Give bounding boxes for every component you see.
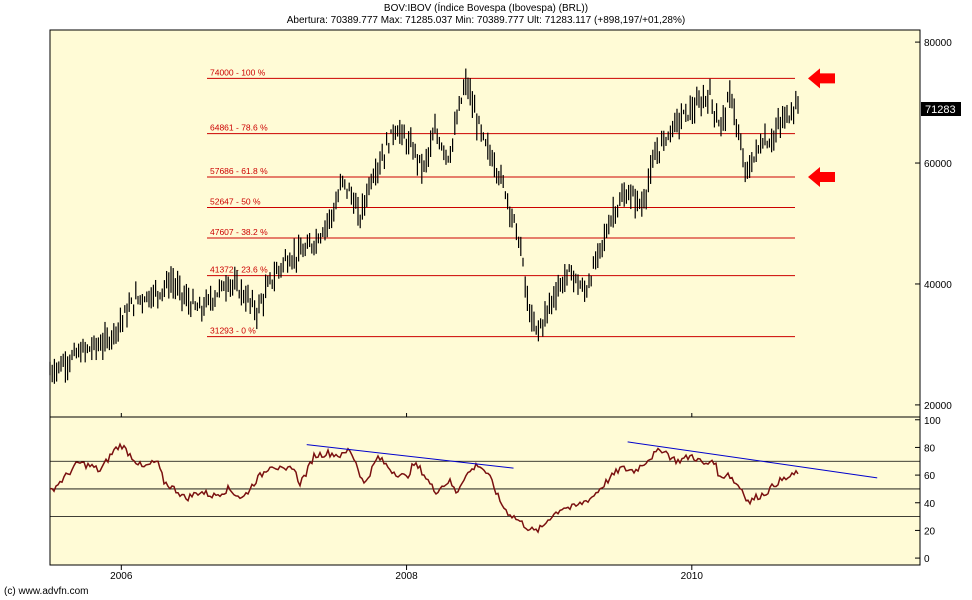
- osc-trend-line-1: [627, 441, 878, 479]
- chart-title: BOV:IBOV (Índice Bovespa (Ibovespa) (BRL…: [383, 3, 589, 14]
- fib-label-3: 52647 - 50 %: [210, 196, 261, 206]
- copyright-text: (c) www.advfn.com: [4, 586, 89, 597]
- fibonacci-levels: 74000 - 100 % 64861 - 78.6 % 57686 - 61.8 …: [207, 67, 795, 338]
- fib-label-5: 41372 - 23.6 %: [210, 265, 268, 275]
- osc-ytick-label-0: 0: [924, 554, 930, 565]
- arrows: [808, 68, 835, 188]
- oscillator-panel: [49, 416, 921, 566]
- price-ytick-label-3: 80000: [924, 38, 952, 49]
- xtick-label-1: 2008: [395, 571, 418, 582]
- osc-ytick-label-1: 20: [924, 526, 936, 537]
- osc-ytick-label-3: 60: [924, 471, 936, 482]
- price-bars: [49, 68, 799, 384]
- price-ytick-label-1: 40000: [924, 280, 952, 291]
- osc-ytick-label-2: 40: [924, 499, 936, 510]
- arrow-1: [808, 167, 835, 188]
- fib-label-6: 31293 - 0 %: [210, 326, 256, 336]
- osc-trend-line-0: [306, 444, 514, 469]
- xtick-label-0: 2006: [110, 571, 133, 582]
- price-panel: [49, 29, 921, 418]
- fib-label-4: 47607 - 38.2 %: [210, 227, 268, 237]
- price-ytick-label-0: 20000: [924, 401, 952, 412]
- fib-label-0: 74000 - 100 %: [210, 67, 266, 77]
- quote-summary: Abertura: 70389.777 Max: 71285.037 Min: …: [286, 15, 686, 26]
- arrow-0: [808, 68, 835, 89]
- osc-series-line: [49, 442, 799, 534]
- osc-ytick-label-4: 80: [924, 443, 936, 454]
- last-price-badge: 71283: [925, 104, 956, 116]
- oscillator-series: [49, 441, 920, 534]
- axes: 20000 40000 60000 80000 0 20 40 60 80 100 2006 2008…: [110, 38, 952, 582]
- osc-ytick-label-5: 100: [924, 416, 941, 427]
- price-ytick-label-2: 60000: [924, 159, 952, 170]
- xtick-label-2: 2010: [681, 571, 704, 582]
- last-price-badge-bg: [921, 102, 961, 116]
- fib-label-2: 57686 - 61.8 %: [210, 166, 268, 176]
- fib-label-1: 64861 - 78.6 %: [210, 123, 268, 133]
